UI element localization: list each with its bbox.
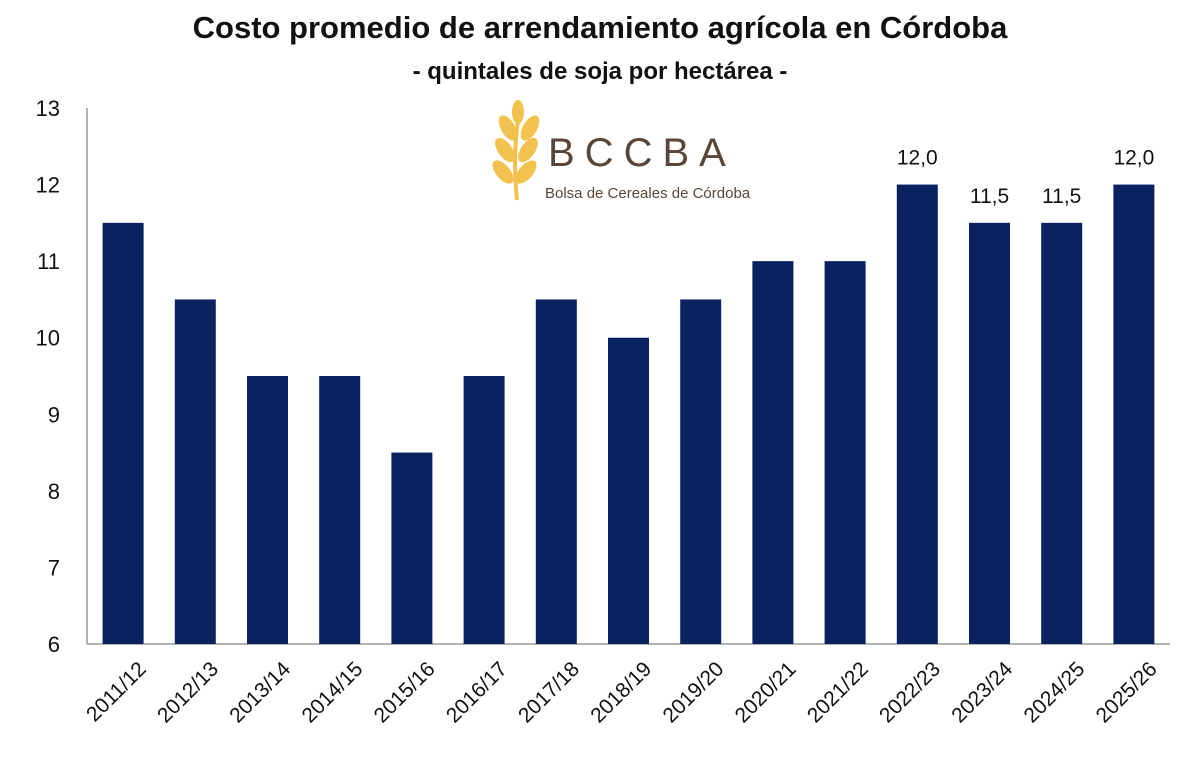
bar — [752, 261, 794, 644]
x-tick-label: 2016/17 — [442, 657, 512, 727]
bar — [247, 376, 288, 644]
data-label: 12,0 — [897, 147, 938, 170]
x-tick-label: 2011/12 — [82, 657, 151, 726]
bccba-logo: BCCBA Bolsa de Cereales de Córdoba — [492, 100, 751, 202]
logo-name: BCCBA — [548, 131, 736, 175]
y-tick-label: 7 — [48, 555, 60, 580]
x-axis-ticks: 2011/12 2012/13 2013/14 2014/15 2015/16 2016/… — [82, 657, 1162, 727]
bar — [535, 299, 577, 644]
y-tick-label: 6 — [48, 632, 60, 657]
y-axis-ticks: 6 7 8 9 10 11 12 13 — [36, 96, 60, 657]
data-label: 11,5 — [1042, 185, 1081, 208]
x-tick-label: 2015/16 — [370, 657, 440, 727]
bar — [824, 261, 866, 644]
wheat-icon — [492, 100, 540, 201]
x-tick-label: 2021/22 — [803, 657, 873, 727]
bar — [1041, 222, 1083, 644]
bar — [391, 452, 433, 644]
data-label: 11,5 — [970, 185, 1009, 208]
x-tick-label: 2019/20 — [658, 657, 728, 727]
x-tick-label: 2012/13 — [153, 657, 223, 727]
y-tick-label: 9 — [48, 402, 60, 427]
bar — [102, 222, 144, 644]
y-tick-label: 10 — [36, 326, 60, 351]
bar — [463, 376, 505, 644]
x-tick-label: 2018/19 — [586, 657, 656, 727]
x-tick-label: 2023/24 — [947, 657, 1017, 727]
x-tick-label: 2017/18 — [514, 657, 584, 727]
data-label: 12,0 — [1113, 147, 1154, 170]
y-tick-label: 11 — [37, 249, 60, 274]
x-tick-label: 2022/23 — [875, 657, 945, 727]
bar — [896, 184, 938, 645]
bar — [174, 299, 216, 644]
x-tick-label: 2025/26 — [1092, 657, 1162, 727]
bar — [1113, 184, 1155, 645]
y-tick-label: 8 — [48, 479, 60, 504]
x-tick-label: 2024/25 — [1019, 657, 1089, 727]
bar — [680, 299, 722, 644]
logo-tagline: Bolsa de Cereales de Córdoba — [545, 185, 751, 202]
chart-subtitle: - quintales de soja por hectárea - — [412, 58, 788, 85]
bar — [319, 376, 361, 644]
x-tick-label: 2014/15 — [297, 657, 367, 727]
x-tick-label: 2020/21 — [731, 657, 801, 727]
data-labels: 12,0 11,5 11,5 12,0 — [897, 147, 1154, 208]
y-tick-label: 13 — [36, 96, 60, 121]
bars — [102, 184, 1155, 645]
chart-title: Costo promedio de arrendamiento agrícola… — [192, 10, 1008, 45]
bar — [969, 222, 1010, 644]
y-tick-label: 12 — [36, 173, 60, 198]
bar — [608, 337, 649, 644]
x-tick-label: 2013/14 — [225, 657, 295, 727]
